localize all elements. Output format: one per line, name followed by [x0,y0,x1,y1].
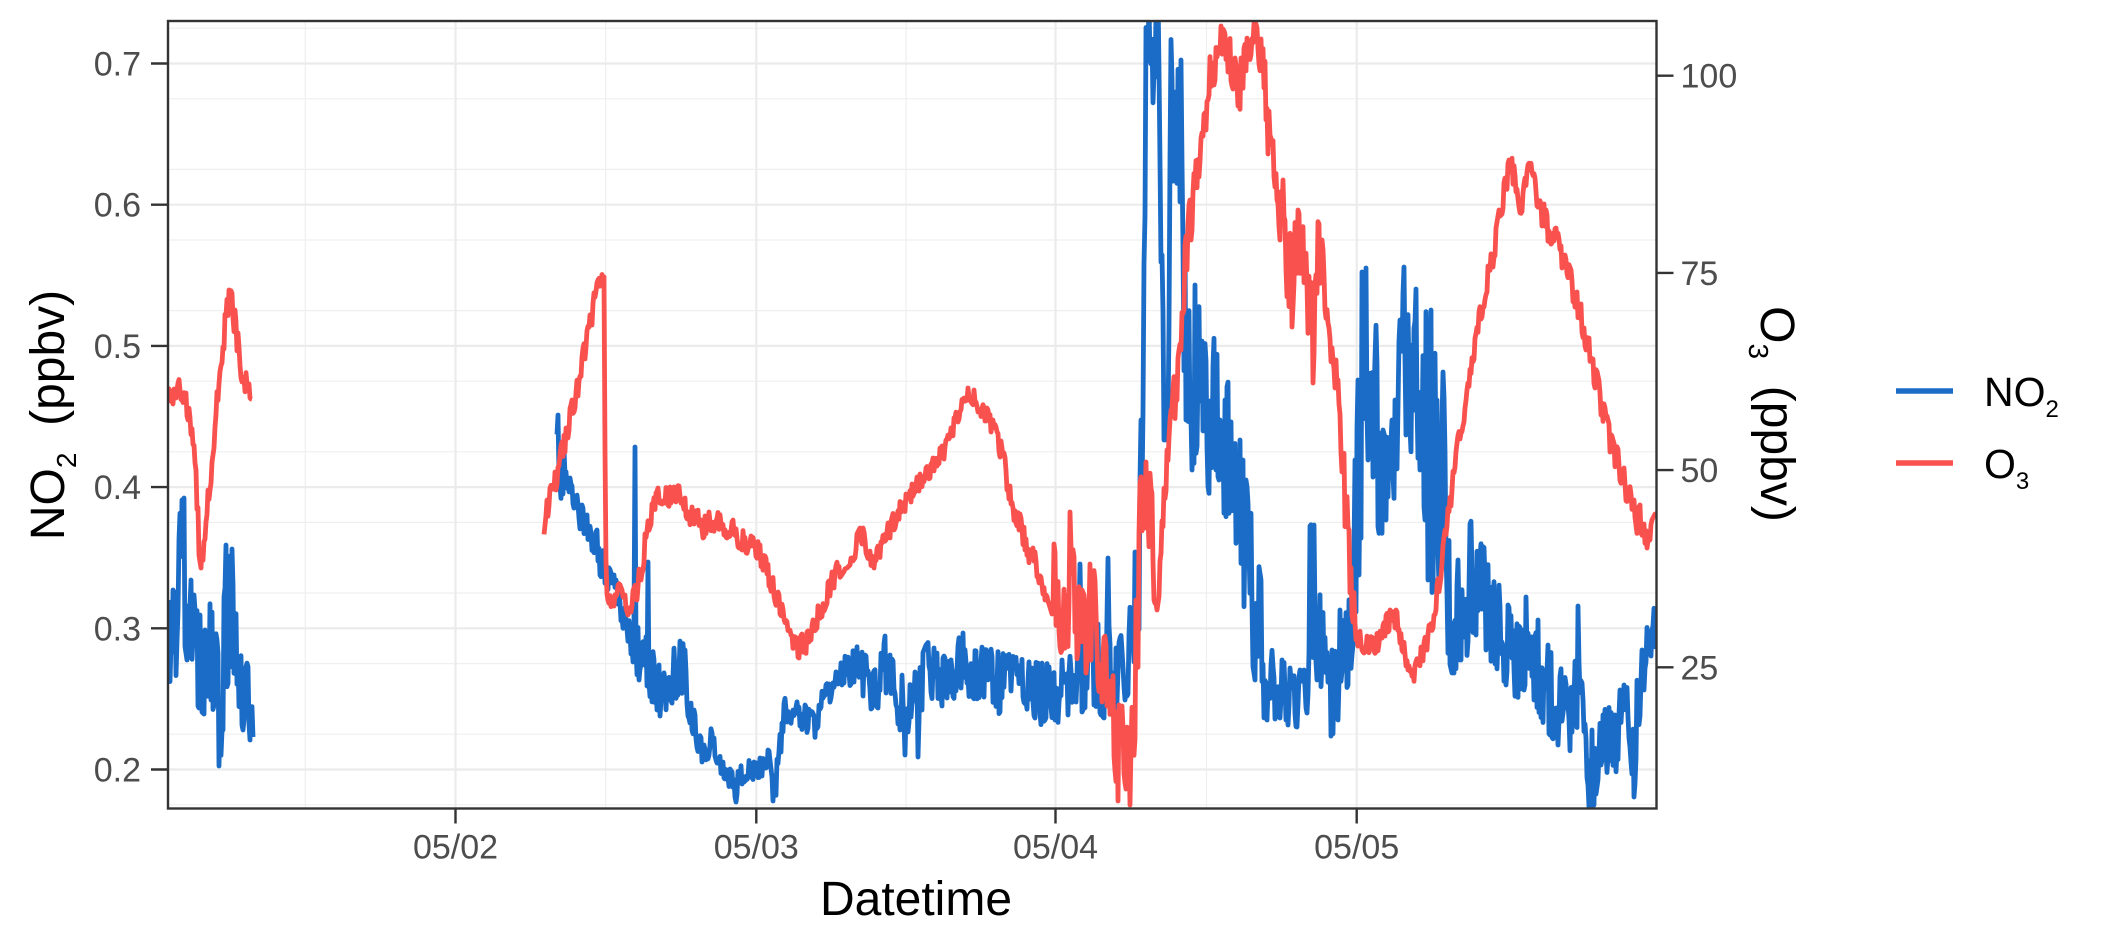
svg-text:O3 (ppbv): O3 (ppbv) [1743,306,1803,522]
svg-text:0.7: 0.7 [94,46,141,84]
svg-text:NO2 (ppbv): NO2 (ppbv) [22,290,82,540]
svg-text:100: 100 [1681,58,1738,96]
svg-text:0.4: 0.4 [94,469,141,507]
svg-text:75: 75 [1681,255,1719,293]
svg-text:Datetime: Datetime [820,873,1012,926]
svg-text:05/02: 05/02 [413,829,498,867]
svg-text:0.6: 0.6 [94,187,141,225]
svg-text:25: 25 [1681,649,1719,687]
svg-text:0.5: 0.5 [94,328,141,366]
svg-text:0.3: 0.3 [94,610,141,648]
svg-text:05/03: 05/03 [714,829,799,867]
svg-text:O3: O3 [1984,441,2029,495]
svg-text:50: 50 [1681,452,1719,490]
svg-text:05/04: 05/04 [1013,829,1098,867]
svg-text:0.2: 0.2 [94,752,141,790]
svg-text:05/05: 05/05 [1314,829,1399,867]
